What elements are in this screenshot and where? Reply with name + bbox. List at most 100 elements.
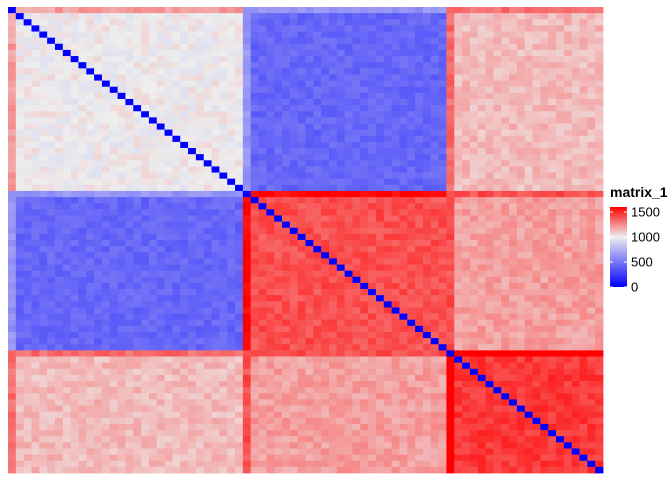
heatmap-cell bbox=[548, 252, 557, 259]
heatmap-cell bbox=[242, 62, 252, 69]
heatmap-cell bbox=[70, 141, 79, 149]
heatmap-cell bbox=[399, 68, 408, 75]
heatmap-cell bbox=[336, 123, 346, 131]
heatmap-cell bbox=[485, 154, 494, 161]
heatmap-cell bbox=[203, 62, 212, 69]
heatmap-cell bbox=[313, 135, 322, 143]
heatmap-cell bbox=[141, 86, 150, 94]
heatmap-cell bbox=[485, 215, 494, 222]
heatmap-cell bbox=[211, 111, 220, 118]
heatmap-cell bbox=[62, 19, 72, 26]
heatmap-cell bbox=[211, 313, 220, 321]
heatmap-cell bbox=[446, 301, 455, 308]
heatmap-cell bbox=[556, 43, 565, 51]
heatmap-cell bbox=[563, 184, 573, 192]
heatmap-cell bbox=[78, 240, 87, 247]
heatmap-cell bbox=[219, 135, 228, 143]
heatmap-cell bbox=[399, 43, 408, 51]
heatmap-cell bbox=[15, 25, 25, 32]
heatmap-cell bbox=[516, 209, 526, 216]
heatmap-cell bbox=[524, 49, 533, 57]
heatmap-cell bbox=[579, 289, 588, 296]
heatmap-cell bbox=[321, 74, 330, 81]
heatmap-cell bbox=[422, 276, 432, 284]
heatmap-cell bbox=[563, 258, 573, 265]
heatmap-cell bbox=[78, 19, 87, 26]
heatmap-cell bbox=[54, 184, 64, 192]
heatmap-cell bbox=[289, 368, 299, 376]
heatmap-cell bbox=[422, 258, 432, 265]
heatmap-cell bbox=[415, 105, 424, 112]
heatmap-cell bbox=[305, 381, 314, 388]
heatmap-cell bbox=[101, 295, 111, 302]
heatmap-cell bbox=[133, 154, 142, 161]
heatmap-cell bbox=[313, 203, 322, 210]
heatmap-cell bbox=[563, 233, 573, 241]
heatmap-cell bbox=[509, 295, 518, 302]
heatmap-cell bbox=[446, 325, 455, 333]
heatmap-cell bbox=[563, 166, 573, 173]
heatmap-cell bbox=[368, 105, 377, 112]
heatmap-cell bbox=[78, 215, 87, 222]
heatmap-cell bbox=[180, 148, 189, 155]
heatmap-cell bbox=[415, 289, 424, 296]
heatmap-cell bbox=[540, 301, 549, 308]
heatmap-cell bbox=[148, 74, 158, 81]
heatmap-cell bbox=[336, 105, 346, 112]
heatmap-cell bbox=[438, 31, 447, 39]
heatmap-cell bbox=[305, 141, 314, 149]
heatmap-cell bbox=[219, 31, 228, 39]
heatmap-cell bbox=[86, 7, 95, 14]
heatmap-cell bbox=[587, 289, 596, 296]
heatmap-cell bbox=[266, 381, 275, 388]
heatmap-cell bbox=[579, 270, 588, 278]
heatmap-cell bbox=[282, 368, 291, 376]
heatmap-cell bbox=[368, 197, 377, 204]
heatmap-cell bbox=[563, 276, 573, 284]
heatmap-cell bbox=[540, 233, 549, 241]
heatmap-cell bbox=[86, 295, 95, 302]
heatmap-cell bbox=[454, 393, 463, 400]
heatmap-cell bbox=[595, 246, 604, 253]
heatmap-cell bbox=[383, 56, 393, 63]
heatmap-cell bbox=[595, 356, 604, 364]
heatmap-cell bbox=[117, 338, 126, 345]
heatmap-cell bbox=[54, 276, 64, 284]
heatmap-cell bbox=[78, 264, 87, 272]
heatmap-cell bbox=[383, 393, 393, 400]
heatmap-cell bbox=[109, 154, 119, 161]
heatmap-cell bbox=[415, 86, 424, 94]
heatmap-cell bbox=[148, 7, 158, 14]
heatmap-cell bbox=[39, 338, 48, 345]
heatmap-cell bbox=[407, 13, 416, 20]
heatmap-cell bbox=[180, 338, 189, 345]
heatmap-cell bbox=[289, 37, 299, 45]
heatmap-cell bbox=[289, 197, 299, 204]
heatmap-cell bbox=[289, 141, 299, 149]
heatmap-cell bbox=[172, 209, 181, 216]
heatmap-cell bbox=[94, 117, 103, 124]
heatmap-cell bbox=[462, 246, 471, 253]
heatmap-cell bbox=[516, 350, 526, 357]
heatmap-cell bbox=[258, 148, 267, 155]
heatmap-cell bbox=[195, 123, 205, 131]
heatmap-cell bbox=[579, 264, 588, 272]
heatmap-cell bbox=[383, 313, 393, 321]
heatmap-cell bbox=[454, 203, 463, 210]
heatmap-cell bbox=[313, 31, 322, 39]
heatmap-cell bbox=[211, 399, 220, 406]
heatmap-cell bbox=[101, 62, 111, 69]
heatmap-cell bbox=[383, 105, 393, 112]
heatmap-cell bbox=[485, 350, 494, 357]
heatmap-cell bbox=[117, 148, 126, 155]
heatmap-cell bbox=[211, 368, 220, 376]
heatmap-cell bbox=[39, 154, 48, 161]
heatmap-cell bbox=[101, 221, 111, 229]
heatmap-cell bbox=[336, 387, 346, 394]
heatmap-cell bbox=[383, 62, 393, 69]
heatmap-cell bbox=[516, 105, 526, 112]
heatmap-cell bbox=[250, 368, 259, 376]
heatmap-cell bbox=[501, 25, 510, 32]
heatmap-cell bbox=[548, 368, 557, 376]
heatmap-cell bbox=[31, 98, 40, 106]
